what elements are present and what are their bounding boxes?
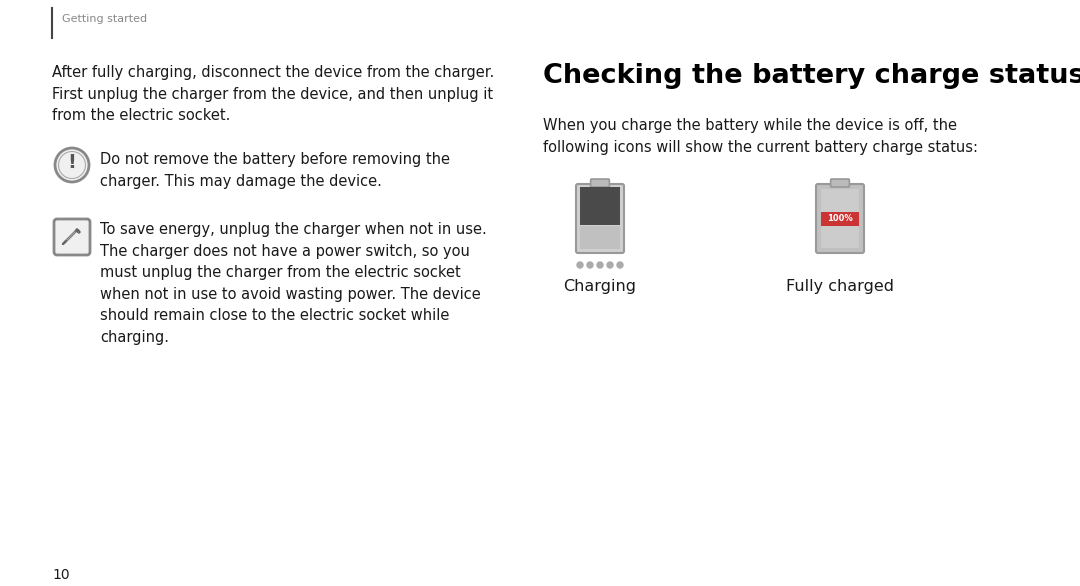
Text: Do not remove the battery before removing the
charger. This may damage the devic: Do not remove the battery before removin… bbox=[100, 152, 450, 189]
Circle shape bbox=[617, 262, 623, 268]
FancyBboxPatch shape bbox=[831, 179, 849, 187]
Bar bbox=[821, 189, 859, 248]
Text: After fully charging, disconnect the device from the charger.
First unplug the c: After fully charging, disconnect the dev… bbox=[52, 65, 495, 123]
FancyBboxPatch shape bbox=[54, 219, 90, 255]
Text: !: ! bbox=[68, 154, 77, 172]
Circle shape bbox=[607, 262, 613, 268]
Bar bbox=[580, 187, 620, 224]
Bar bbox=[580, 226, 620, 249]
Text: Fully charged: Fully charged bbox=[786, 279, 894, 294]
Text: When you charge the battery while the device is off, the
following icons will sh: When you charge the battery while the de… bbox=[543, 118, 978, 155]
Circle shape bbox=[55, 148, 89, 182]
Circle shape bbox=[588, 262, 593, 268]
FancyBboxPatch shape bbox=[591, 179, 609, 187]
Bar bbox=[821, 212, 859, 226]
Text: To save energy, unplug the charger when not in use.
The charger does not have a : To save energy, unplug the charger when … bbox=[100, 222, 487, 345]
Text: 10: 10 bbox=[52, 568, 69, 582]
Circle shape bbox=[577, 262, 583, 268]
Text: Getting started: Getting started bbox=[62, 14, 147, 24]
FancyBboxPatch shape bbox=[576, 184, 624, 253]
Circle shape bbox=[597, 262, 603, 268]
Text: Charging: Charging bbox=[564, 279, 636, 294]
Text: Checking the battery charge status: Checking the battery charge status bbox=[543, 63, 1080, 89]
FancyBboxPatch shape bbox=[816, 184, 864, 253]
Text: 100%: 100% bbox=[827, 214, 853, 223]
